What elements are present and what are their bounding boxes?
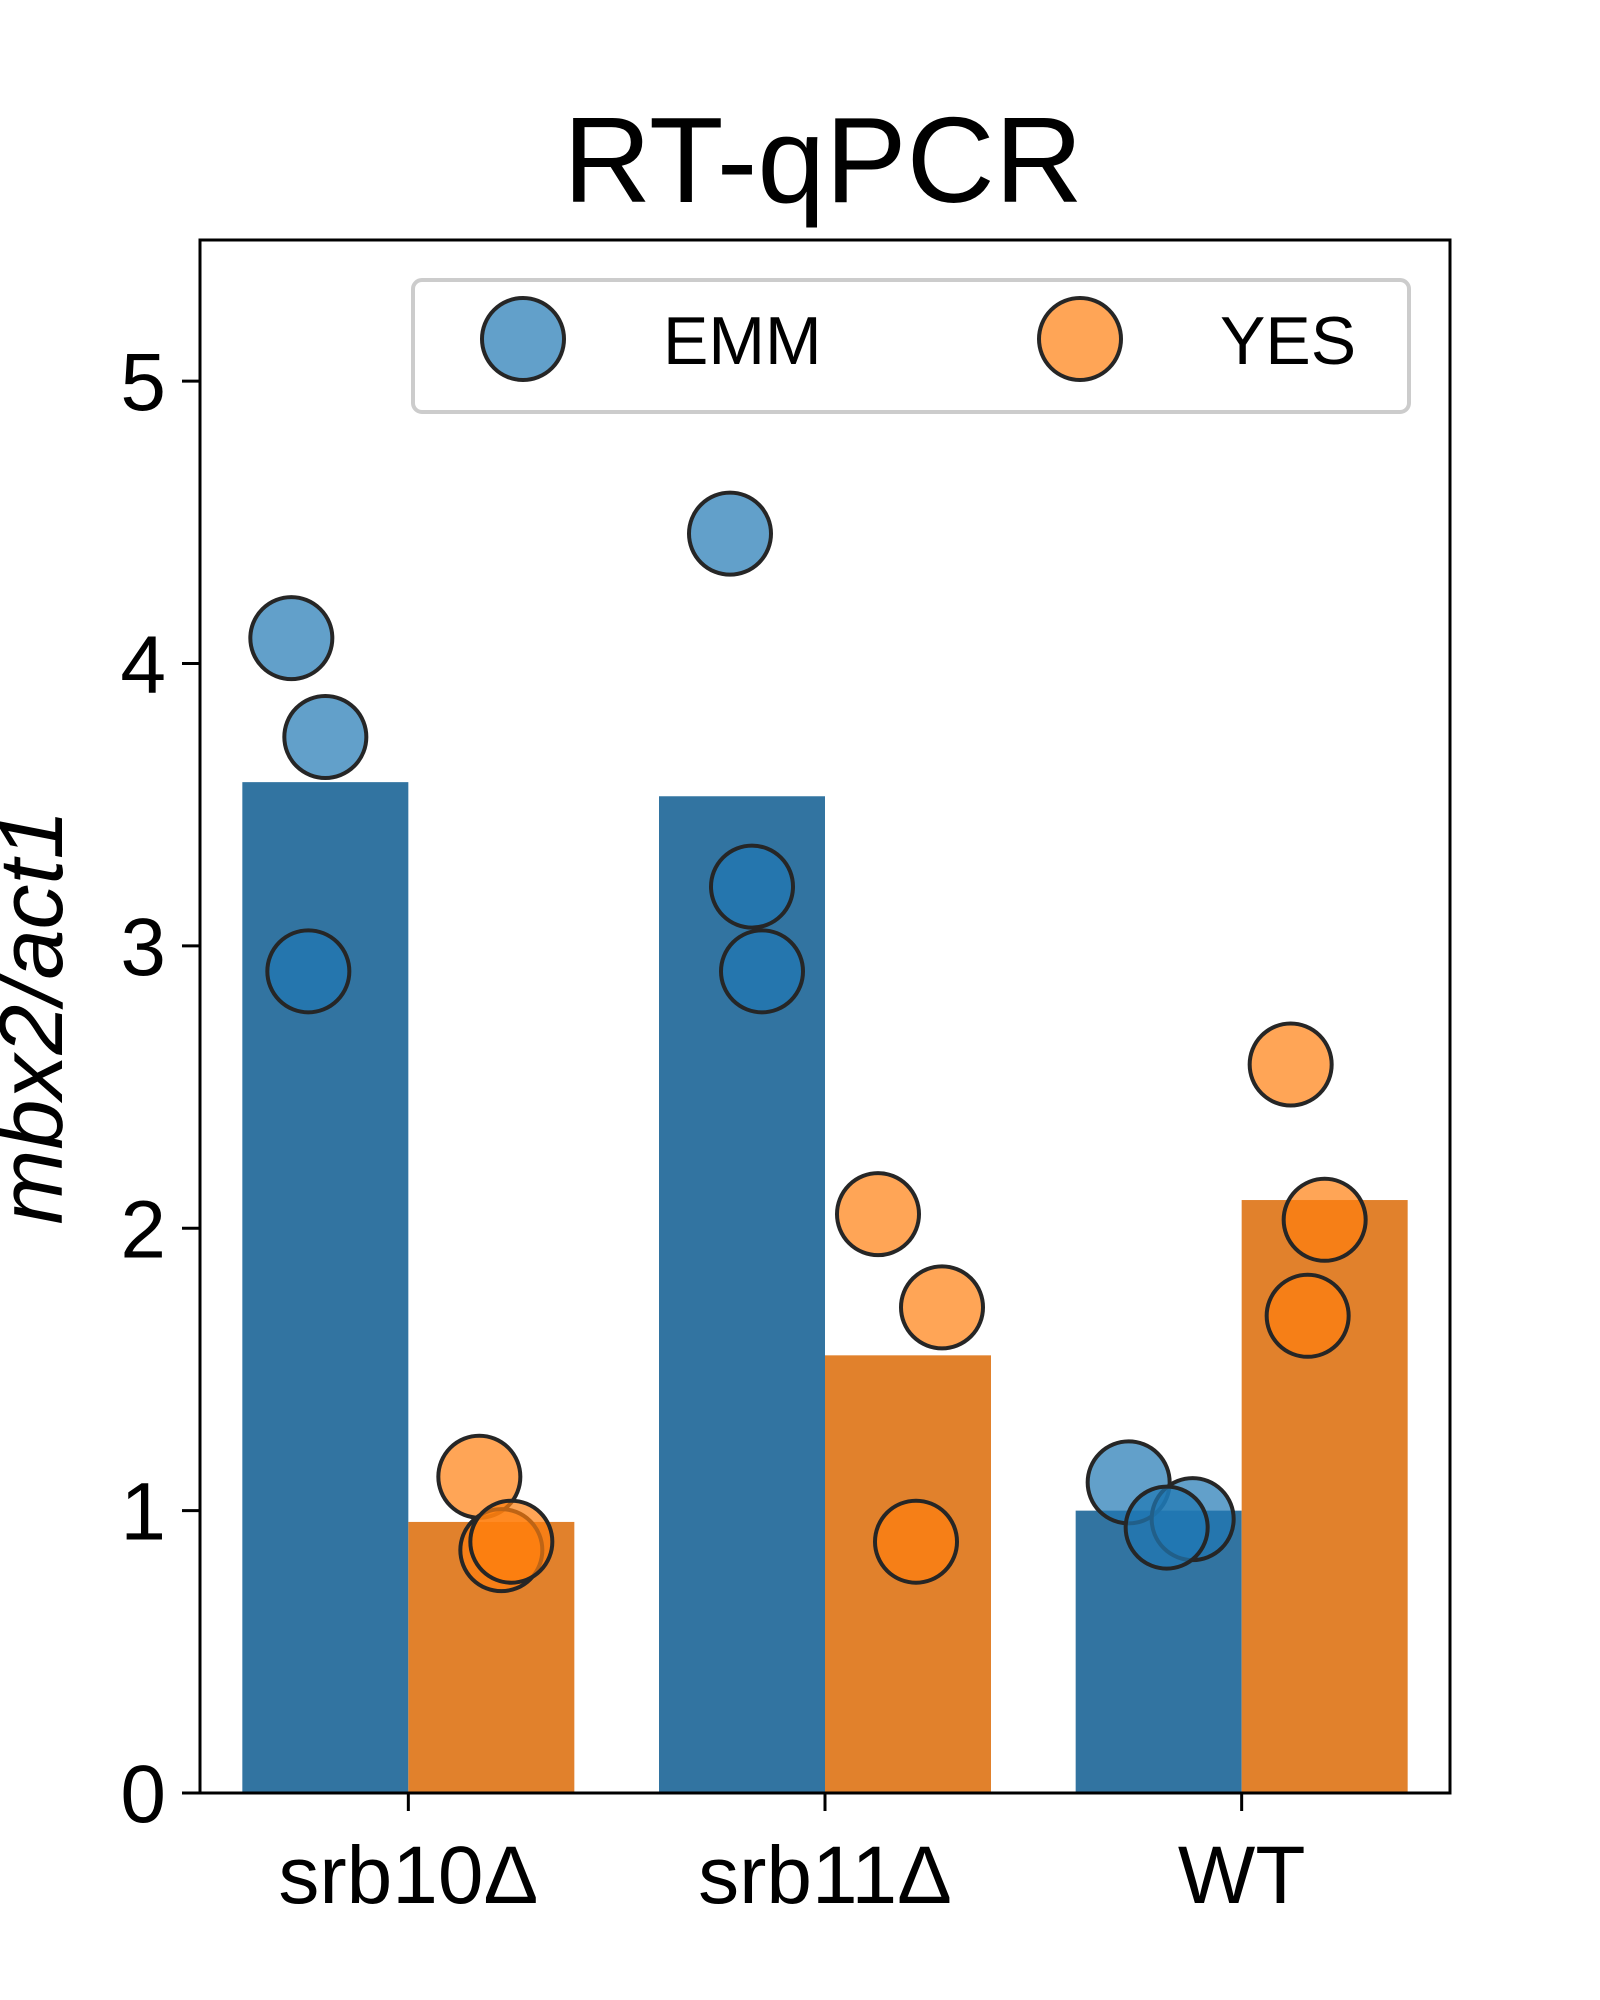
- y-tick-label-0: 0: [120, 1749, 166, 1840]
- points-layer: [248, 490, 1368, 1594]
- point-yes-2-1: [1281, 1176, 1368, 1263]
- x-tick-label-1: srb11Δ: [698, 1830, 952, 1921]
- y-tick-label-4: 4: [120, 620, 166, 711]
- legend: EMM YES: [411, 278, 1411, 414]
- y-tick-label-1: 1: [120, 1467, 166, 1558]
- legend-box: [411, 278, 1411, 414]
- point-emm-1-1: [709, 843, 795, 930]
- legend-marker-emm: [480, 296, 566, 382]
- legend-marker-yes: [1037, 296, 1123, 382]
- point-emm-1-2: [719, 928, 805, 1015]
- point-emm-2-2: [1123, 1484, 1210, 1571]
- point-yes-1-2: [873, 1498, 959, 1585]
- point-yes-2-0: [1247, 1021, 1334, 1108]
- x-tick-label-2: WT: [1178, 1830, 1305, 1921]
- bars-layer: [242, 782, 1408, 1793]
- point-yes-0-2: [468, 1498, 555, 1585]
- y-tick-label-2: 2: [120, 1184, 166, 1275]
- chart-title: RT-qPCR: [563, 92, 1083, 228]
- point-yes-1-1: [899, 1264, 985, 1351]
- point-emm-0-2: [265, 928, 352, 1015]
- y-tick-label-3: 3: [120, 902, 166, 993]
- point-emm-1-0: [687, 490, 773, 577]
- legend-label-emm: EMM: [663, 303, 822, 379]
- y-tick-label-5: 5: [120, 337, 166, 428]
- x-axis: srb10Δ srb11Δ WT: [278, 1793, 1305, 1921]
- x-tick-label-0: srb10Δ: [278, 1830, 538, 1921]
- legend-label-yes: YES: [1220, 303, 1356, 379]
- point-emm-0-0: [248, 595, 335, 682]
- point-emm-0-1: [282, 693, 369, 780]
- y-axis: 0 1 2 3 4 5: [120, 337, 200, 1840]
- point-yes-1-0: [835, 1171, 921, 1258]
- y-axis-label: mbx2/act1: [0, 809, 82, 1224]
- point-yes-2-2: [1264, 1272, 1351, 1359]
